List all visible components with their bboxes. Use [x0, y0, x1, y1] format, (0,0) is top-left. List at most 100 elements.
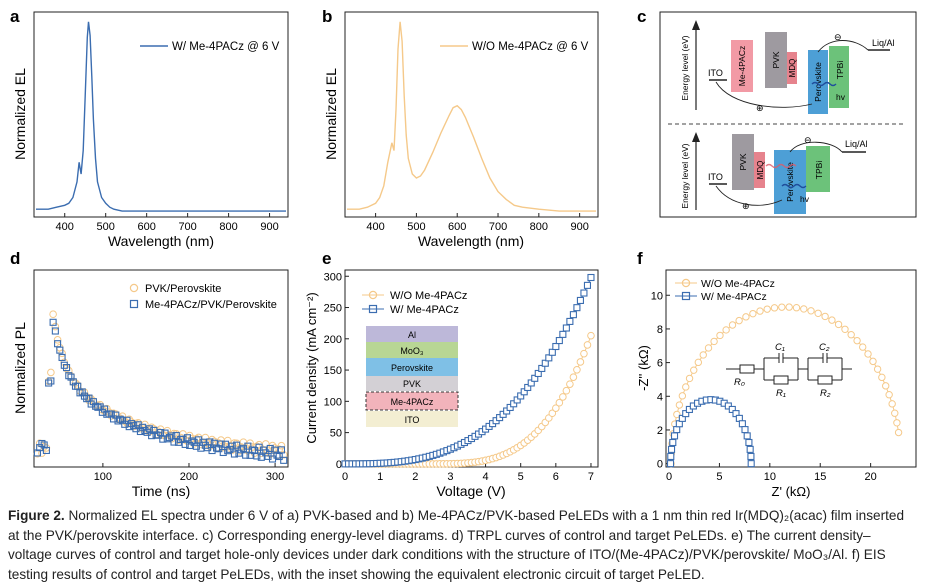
data-point	[864, 350, 872, 358]
panel-a: a 400 500 600 700 800 900 W/ Me-4PACz @ 6 V N…	[10, 7, 289, 249]
data-point	[141, 426, 149, 435]
tpbi-block	[806, 146, 830, 192]
data-point	[230, 450, 238, 458]
data-point	[244, 442, 252, 450]
data-point	[261, 440, 270, 448]
data-point	[92, 402, 100, 410]
series-w-me4pacz	[341, 273, 595, 468]
x-tick-label: 600	[448, 221, 466, 233]
data-point	[273, 451, 281, 459]
y-tick-label: 300	[324, 271, 342, 283]
resistor-r2	[817, 375, 833, 385]
data-point	[841, 325, 849, 333]
data-point	[667, 445, 676, 453]
data-point	[555, 398, 564, 407]
electron-icon: ⊖	[834, 32, 842, 42]
data-point	[741, 426, 749, 434]
stack-label: MoO₃	[400, 346, 424, 356]
x-tick-label: 900	[570, 221, 588, 233]
x-tick-label: 800	[530, 221, 548, 233]
data-point	[257, 453, 265, 461]
data-point	[580, 289, 588, 297]
data-point	[785, 303, 793, 311]
stack-label: Me-4PACz	[391, 397, 434, 407]
panel-letter: f	[637, 249, 643, 268]
data-point	[756, 307, 764, 315]
x-axis-label: Voltage (V)	[436, 483, 505, 499]
x-tick-label: 7	[588, 471, 594, 483]
x-axis-label: Wavelength (nm)	[418, 233, 524, 249]
y-tick-label: 100	[324, 396, 342, 408]
data-point	[51, 322, 60, 331]
data-point	[746, 445, 754, 453]
data-point	[699, 351, 707, 359]
data-point	[573, 304, 581, 312]
data-point	[587, 273, 595, 282]
data-point	[78, 388, 86, 396]
data-point	[847, 330, 855, 339]
data-point	[828, 316, 836, 324]
x-tick-label: 500	[97, 221, 115, 233]
data-point	[670, 432, 679, 440]
data-point	[807, 307, 815, 315]
y-tick-label: 0	[336, 459, 342, 471]
stack-layer-ito	[366, 411, 458, 427]
stack-layer-me4pacz	[365, 391, 459, 411]
tpbi-label: TPBi	[835, 61, 845, 80]
data-point	[894, 428, 903, 437]
x-tick-label: 6	[553, 471, 559, 483]
data-point	[53, 336, 62, 344]
mdq-label: MDQ	[756, 161, 765, 180]
emission-arrow	[781, 183, 807, 189]
resistor-r1	[773, 375, 789, 385]
data-point	[271, 446, 279, 454]
plot-frame	[33, 11, 289, 218]
panel-f: f 0 5 10 15 20 0 2 4 6 8 10 W/O Me-4PACz W/ Me-4P…	[636, 249, 917, 499]
x-tick-label: 15	[814, 471, 826, 483]
data-point	[559, 393, 567, 401]
data-point	[869, 357, 877, 366]
legend-label: PVK/Perovskite	[145, 283, 221, 295]
data-point	[583, 341, 592, 349]
data-point	[121, 420, 129, 428]
x-tick-label: 100	[94, 471, 112, 483]
figure-caption: Figure 2. Normalized EL spectra under 6 …	[8, 506, 914, 584]
data-point	[145, 425, 153, 433]
pvk-label: PVK	[738, 153, 748, 170]
legend-label: W/ Me-4PACz	[701, 291, 767, 303]
pvk-label: PVK	[771, 51, 781, 68]
y-axis-label: Current density (mA cm⁻²)	[304, 292, 319, 443]
stack-layer-pvk	[366, 376, 458, 391]
pvk-block	[765, 32, 787, 88]
circuit-label-c1: C₁	[775, 342, 785, 353]
x-tick-label: 3	[447, 471, 453, 483]
energy-axis-label: Energy level (eV)	[680, 143, 690, 208]
mdq-block	[754, 152, 765, 188]
x-tick-label: 200	[180, 471, 198, 483]
data-point	[60, 361, 68, 369]
panel-b: b 400 500 600 700 800 900 W/O Me-4PACz @ 6 V …	[322, 7, 599, 249]
data-point	[587, 331, 595, 340]
plot-frame	[344, 11, 599, 218]
data-point	[580, 349, 588, 358]
data-point	[239, 444, 247, 452]
x-tick-label: 300	[266, 471, 284, 483]
panel-letter: a	[10, 7, 20, 26]
pvk-block	[732, 134, 754, 190]
data-point	[559, 330, 567, 338]
data-point	[569, 373, 578, 381]
series-wo-me4pacz	[667, 303, 903, 468]
series-line	[670, 399, 752, 464]
data-point	[215, 445, 223, 453]
data-point	[266, 444, 274, 452]
data-point	[710, 337, 718, 346]
hole-icon: ⊕	[756, 103, 764, 113]
stack-label: PVK	[403, 379, 421, 389]
series-w-me4pacz	[666, 396, 755, 468]
series-line	[670, 306, 900, 464]
cathode-label: Liq/Al	[872, 38, 895, 48]
el-spectrum-line	[36, 21, 286, 212]
panel-c: c Energy level (eV) ITO Me-4PACz PVK MDQ…	[637, 7, 917, 218]
data-point	[248, 446, 256, 454]
panel-d: d 100 200 300 PVK/Perovskite Me-4PACz/PVK/…	[10, 249, 289, 499]
